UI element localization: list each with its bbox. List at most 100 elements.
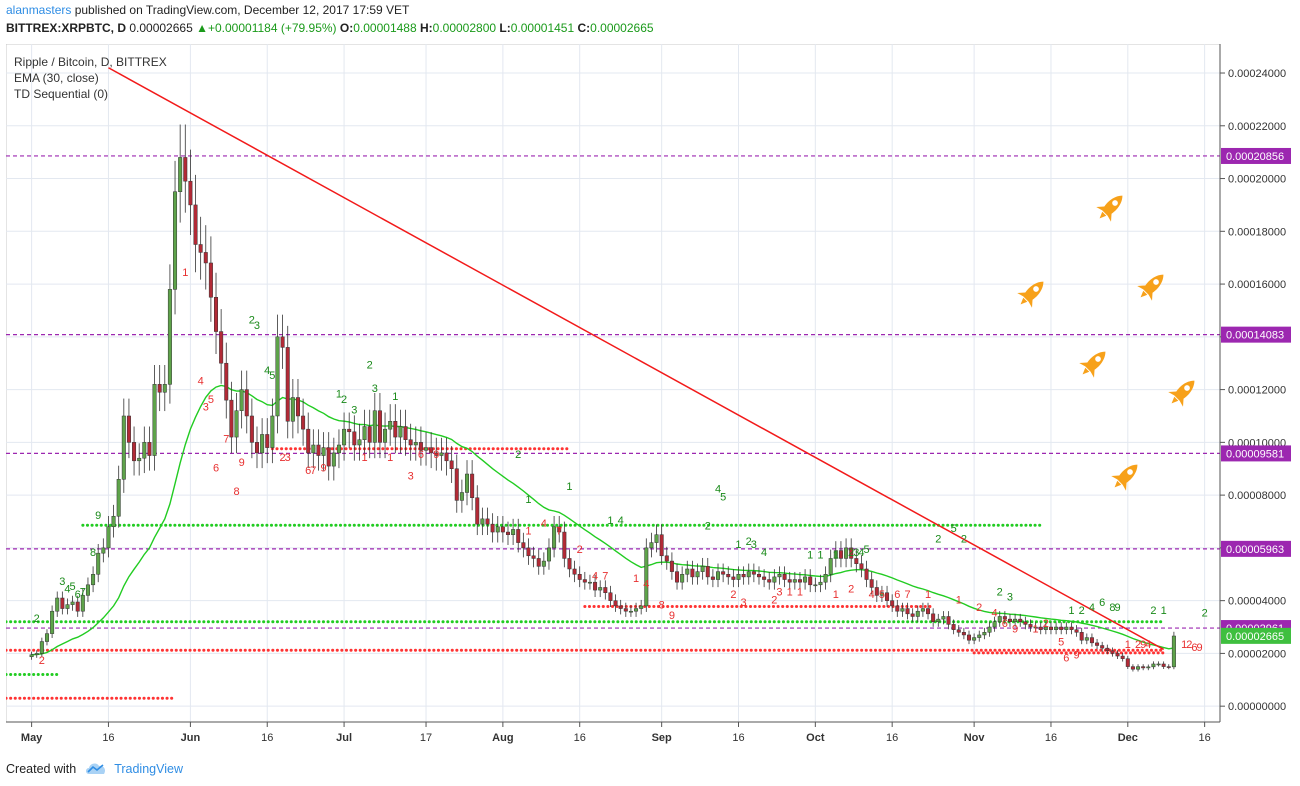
candle — [80, 595, 85, 612]
td-count-label: 1 — [1125, 639, 1131, 651]
candle — [557, 526, 562, 533]
td-count-label: 9 — [1074, 650, 1080, 662]
td-count-label: 1 — [1161, 605, 1167, 617]
candle — [75, 601, 80, 612]
candle — [961, 632, 966, 636]
td-count-label: 1 — [735, 539, 741, 551]
candle — [142, 442, 147, 459]
price-tick-label: 0.00024000 — [1228, 68, 1286, 80]
candle — [234, 410, 239, 438]
close-value: 0.00002665 — [590, 21, 654, 35]
candle — [967, 634, 971, 641]
td-count-label: 4 — [592, 571, 598, 583]
td-count-label: 4 — [198, 375, 204, 387]
td-count-label: 2 — [1043, 618, 1049, 630]
candle — [977, 634, 982, 638]
candle — [797, 579, 802, 583]
candle — [439, 452, 444, 456]
tradingview-cloud-icon[interactable] — [84, 761, 108, 778]
candle — [147, 442, 152, 456]
candle — [931, 613, 936, 623]
price-tick-label: 0.00020000 — [1228, 174, 1286, 186]
td-count-label: 7 — [80, 586, 86, 598]
td-count-label: 9 — [433, 449, 439, 461]
candle — [372, 410, 377, 443]
candle — [639, 605, 644, 609]
rocket-icon — [1013, 274, 1051, 317]
td-count-label: 9 — [1196, 642, 1202, 654]
td-count-label: 7 — [223, 433, 229, 445]
td-count-label: 4 — [1145, 639, 1151, 651]
candle — [869, 579, 874, 588]
candle — [39, 641, 44, 654]
candle — [321, 447, 326, 456]
candle — [833, 550, 838, 559]
candle — [188, 180, 193, 206]
candle — [680, 574, 685, 583]
candle — [413, 442, 418, 446]
time-tick-label: Oct — [806, 732, 825, 744]
candle — [700, 566, 705, 572]
td-count-label: 4 — [1089, 602, 1095, 614]
td-count-label: 1 — [607, 515, 613, 527]
candle — [685, 568, 690, 575]
candle — [746, 571, 751, 578]
candle — [388, 421, 393, 430]
candle — [219, 331, 224, 364]
candle — [280, 336, 285, 348]
td-count-label: 2 — [249, 315, 255, 327]
td-count-label: 1 — [797, 586, 803, 598]
candle — [475, 497, 480, 525]
candle — [480, 518, 485, 525]
candle — [301, 415, 306, 430]
candle — [992, 621, 997, 628]
td-count-label: 1 — [817, 549, 823, 561]
candle — [808, 576, 813, 586]
candle — [157, 384, 162, 393]
candle — [915, 610, 920, 617]
candle — [101, 547, 106, 554]
candle — [1007, 618, 1012, 623]
last-price: 0.00002665 — [129, 21, 193, 35]
trendline — [108, 67, 1165, 651]
candle — [295, 397, 300, 417]
candle — [946, 616, 951, 625]
publish-line: alanmasters published on TradingView.com… — [6, 3, 409, 17]
candle — [1105, 647, 1110, 652]
candle — [854, 558, 859, 564]
author-link[interactable]: alanmasters — [6, 3, 72, 17]
candle — [803, 576, 808, 583]
candle — [1151, 663, 1156, 668]
legend-td-sequential[interactable]: TD Sequential (0) — [14, 87, 109, 101]
candle — [275, 336, 280, 417]
candle — [495, 526, 500, 533]
candle — [1125, 658, 1130, 667]
plot-area — [6, 44, 1221, 723]
candle — [203, 252, 208, 264]
td-count-label: 2 — [1186, 639, 1192, 651]
td-count-label: 1 — [1033, 623, 1039, 635]
candle — [1136, 666, 1141, 670]
candle — [111, 515, 116, 528]
td-count-label: 1 — [1181, 639, 1187, 651]
tradingview-brand[interactable]: TradingView — [114, 762, 183, 776]
candle — [695, 571, 700, 578]
td-count-label: 3 — [59, 576, 65, 588]
td-count-label: 9 — [95, 510, 101, 522]
td-count-label: 2 — [341, 394, 347, 406]
td-count-label: 2 — [771, 594, 777, 606]
candle — [265, 434, 270, 448]
candle — [552, 526, 557, 549]
td-count-label: 4 — [715, 483, 721, 495]
candle — [521, 542, 526, 549]
candle — [470, 473, 475, 499]
legend-ema[interactable]: EMA (30, close) — [14, 71, 99, 85]
candle — [628, 610, 633, 613]
candle — [485, 518, 490, 525]
candle — [762, 576, 767, 580]
candle — [920, 608, 925, 612]
candle — [541, 560, 546, 567]
candle — [1141, 666, 1146, 669]
